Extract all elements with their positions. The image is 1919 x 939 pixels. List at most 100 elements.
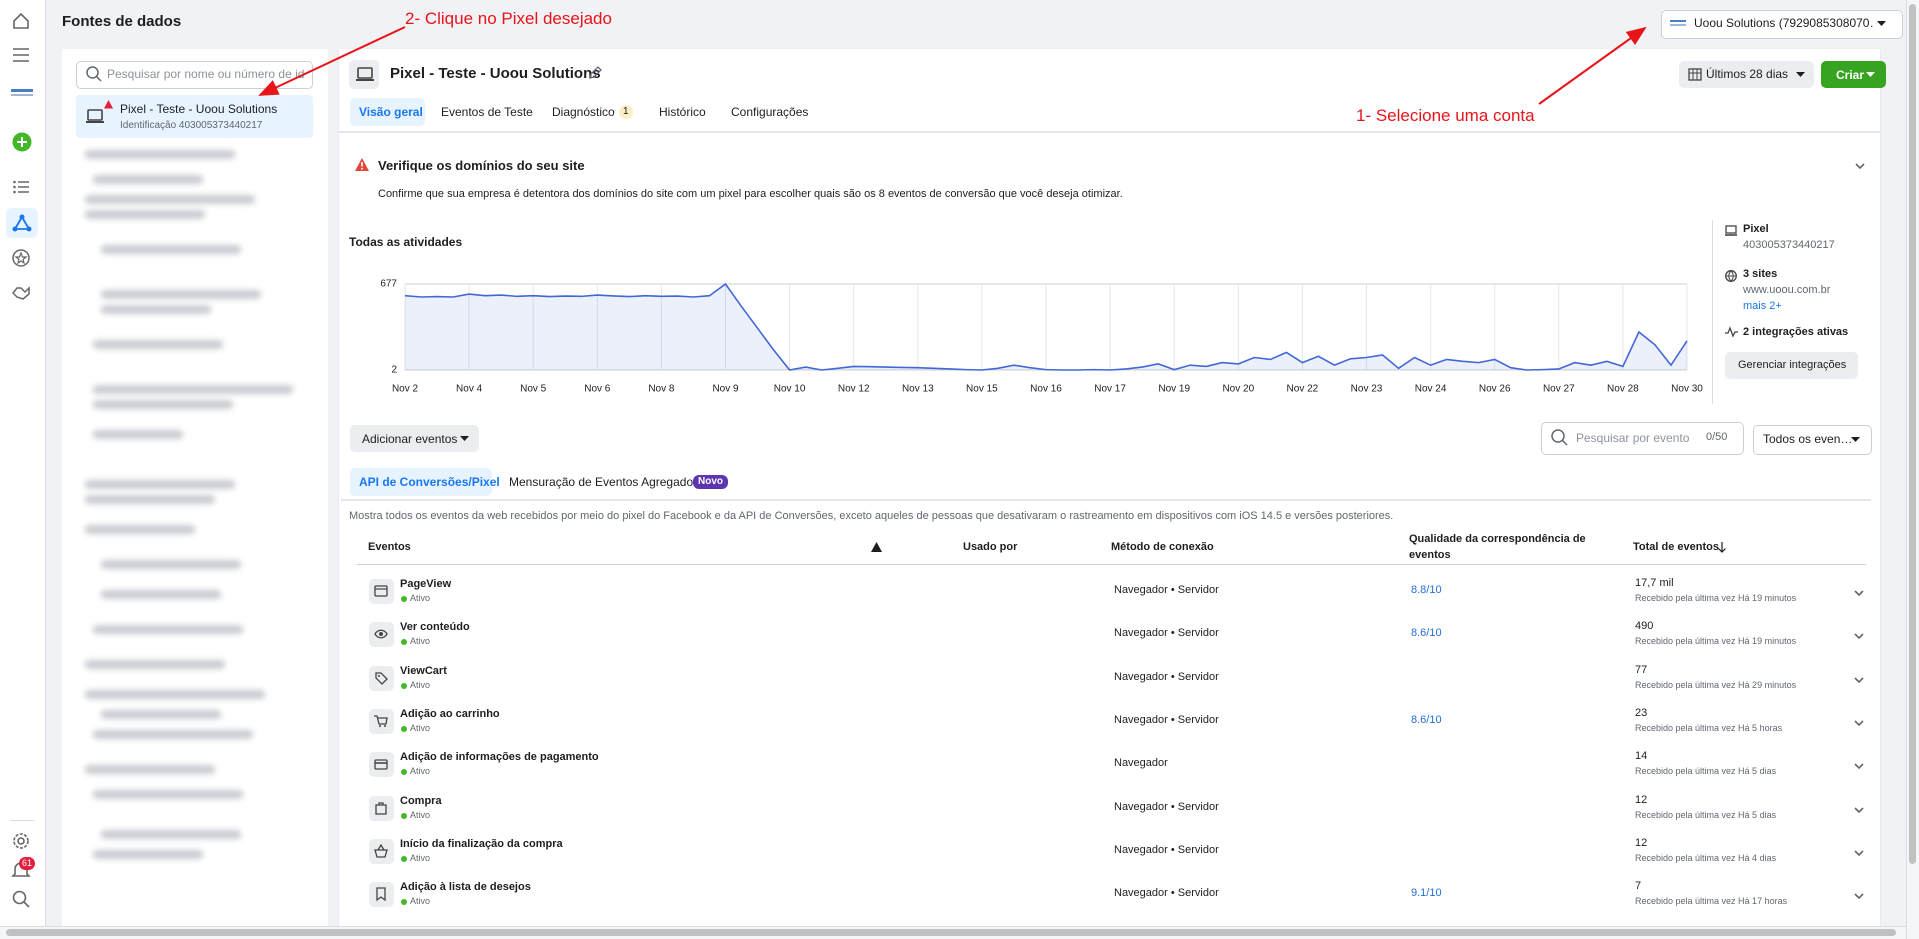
blurred-item: [85, 195, 255, 204]
business-logo[interactable]: [11, 89, 33, 97]
event-status: Ativo: [410, 636, 431, 646]
chevron: [1854, 633, 1864, 640]
event-quality[interactable]: 9.1/10: [1411, 887, 1442, 899]
event-method: Navegador • Servidor: [1114, 714, 1219, 726]
event-tab[interactable]: API de Conversões/Pixel: [359, 475, 500, 489]
tab[interactable]: Configurações: [731, 105, 809, 119]
blurred-item: [93, 175, 203, 184]
event-method: Navegador • Servidor: [1114, 584, 1219, 596]
event-search-count: 0/50: [1706, 431, 1728, 443]
event-icon-box: [369, 839, 394, 864]
star-icon[interactable]: [12, 249, 30, 267]
line: [404, 282, 1688, 371]
event-tab[interactable]: Mensuração de Eventos Agregados: [509, 475, 700, 489]
calendar-icon: [1688, 68, 1702, 81]
event-method: Navegador • Servidor: [1114, 887, 1219, 899]
chevron: [1854, 893, 1864, 900]
event-status: Ativo: [410, 593, 431, 603]
x-tick-label: Nov 17: [1094, 384, 1126, 395]
list-icon[interactable]: [13, 180, 29, 194]
status-dot: [401, 813, 407, 819]
create-label: Criar: [1836, 68, 1865, 82]
event-quality[interactable]: 8.6/10: [1411, 714, 1442, 726]
filter-select[interactable]: [1753, 425, 1872, 455]
event-last-received: Recebido pela última vez Há 29 minutos: [1635, 680, 1797, 690]
menu-icon[interactable]: [12, 48, 30, 62]
tab[interactable]: Visão geral: [359, 105, 423, 119]
horizontal-scroll-thumb: [6, 929, 1896, 936]
area: [405, 284, 1687, 370]
activity-chart: 2 677 Nov 2 Nov 4 Nov 5 Nov 6 Nov 8 Nov 9 Nov 10…: [380, 279, 1703, 395]
event-icon: [374, 629, 388, 639]
tab-selected: [350, 468, 492, 496]
details-sites: 3 sites: [1743, 268, 1778, 280]
event-name: Adição de informações de pagamento: [400, 751, 599, 763]
event-method: Navegador • Servidor: [1114, 844, 1219, 856]
pixel-id: Identificação 403005373440217: [120, 120, 263, 131]
warning-column-icon: [871, 542, 882, 552]
status-dot: [401, 856, 407, 862]
add-events-label: Adicionar eventos: [362, 432, 458, 446]
event-last-received: Recebido pela última vez Há 5 dias: [1635, 810, 1777, 820]
status-dot: [401, 726, 407, 732]
status-dot: [401, 769, 407, 775]
filter-label: Todos os even…: [1763, 432, 1853, 446]
event-quality[interactable]: 8.6/10: [1411, 627, 1442, 639]
create-icon[interactable]: [12, 132, 32, 152]
caret: [1851, 437, 1860, 442]
chevron: [1854, 720, 1864, 727]
chevron: [1854, 807, 1864, 814]
account-logo: [1670, 20, 1686, 26]
search-icon[interactable]: [12, 890, 30, 908]
event-name: Ver conteúdo: [400, 621, 470, 633]
pixel-name: Pixel - Teste - Uoou Solutions: [120, 102, 278, 116]
create-button[interactable]: [1821, 61, 1886, 88]
page-title: Fontes de dados: [62, 13, 182, 30]
account-select[interactable]: [1661, 10, 1903, 39]
event-status: Ativo: [410, 723, 431, 733]
add-events-button[interactable]: [350, 425, 479, 452]
event-last-received: Recebido pela última vez Há 19 minutos: [1635, 593, 1797, 603]
edit-icon[interactable]: [589, 66, 602, 79]
blurred-item: [93, 625, 243, 634]
event-total: 12: [1635, 794, 1648, 806]
event-total: 77: [1635, 664, 1648, 676]
warning-text: Confirme que sua empresa é detentora dos…: [378, 188, 1123, 200]
event-icon-box: [369, 709, 394, 734]
chevron: [1854, 677, 1864, 684]
tab[interactable]: Diagnóstico: [552, 105, 615, 119]
pixel-icon: [86, 109, 104, 123]
blurred-item: [101, 305, 211, 314]
manage-button[interactable]: [1725, 352, 1858, 379]
handshake-icon[interactable]: [11, 286, 30, 300]
event-name: Adição à lista de desejos: [400, 881, 531, 893]
warning-icon: [355, 158, 369, 171]
blurred-item: [101, 710, 221, 719]
home-icon[interactable]: [12, 12, 30, 30]
blurred-item: [101, 290, 261, 299]
event-search[interactable]: [1541, 422, 1744, 455]
event-quality[interactable]: 8.8/10: [1411, 584, 1442, 596]
event-name: ViewCart: [400, 665, 447, 677]
tab[interactable]: Eventos de Teste: [441, 105, 533, 119]
event-last-received: Recebido pela última vez Há 5 horas: [1635, 723, 1783, 733]
pixel-item[interactable]: [76, 95, 313, 138]
details-more[interactable]: mais 2+: [1743, 300, 1782, 312]
column-header: Usado por: [963, 541, 1018, 553]
blurred-item: [93, 850, 203, 859]
tab[interactable]: Histórico: [659, 105, 706, 119]
chevron: [1854, 850, 1864, 857]
blurred-item: [93, 340, 223, 349]
warning-card: [341, 144, 1878, 208]
rail-divider: [10, 820, 34, 821]
details-site: www.uoou.com.br: [1743, 284, 1831, 296]
events-manager-icon[interactable]: [12, 214, 32, 232]
error-dot: [104, 100, 113, 109]
caret: [1796, 72, 1805, 77]
pulse-icon: [1725, 326, 1738, 338]
x-tick-label: Nov 12: [838, 384, 870, 395]
event-status: Ativo: [410, 680, 431, 690]
blurred-item: [85, 525, 195, 534]
settings-icon[interactable]: [12, 832, 30, 850]
column-header: Qualidade da correspondência de eventos: [1409, 533, 1586, 561]
